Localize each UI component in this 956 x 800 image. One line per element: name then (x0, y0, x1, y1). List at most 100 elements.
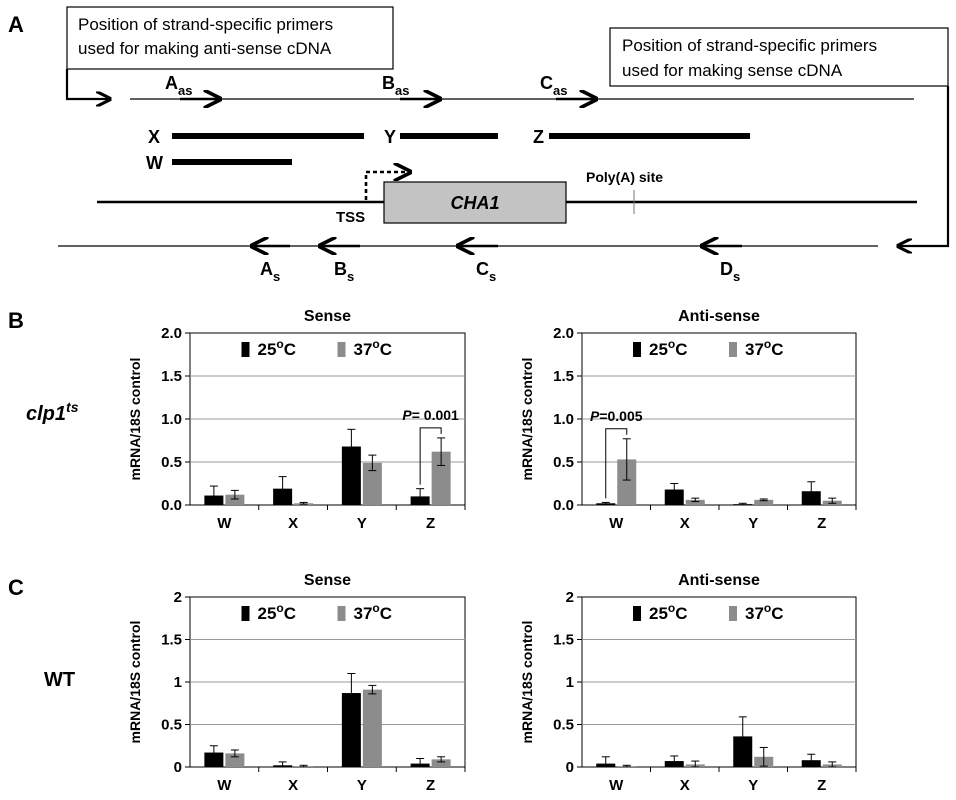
legend: 25oC 37oC (241, 601, 393, 623)
y-tick-label: 1.5 (553, 368, 574, 385)
polya-label: Poly(A) site (586, 169, 663, 185)
primer-label-c-s: Cs (476, 259, 496, 284)
legend-swatch (241, 342, 250, 357)
antisense-note-line2: used for making anti-sense cDNA (78, 39, 332, 58)
primer-label-b-as: Bas (382, 73, 409, 98)
x-tick-label: Z (817, 515, 826, 532)
x-tick-label: Y (748, 777, 758, 794)
primer-label-a-s: As (260, 259, 280, 284)
chart-clp1-sense: Sense 0.0 0.5 1.0 1.5 2.0 mRNA/18S control W X Y Z… (127, 308, 466, 532)
bar-w-series2 (225, 494, 245, 505)
sense-connector-arrow (898, 86, 950, 246)
chart-clp1-antisense: Anti-sense 0.0 0.5 1.0 1.5 2.0 mRNA/18S contro… (519, 308, 857, 532)
y-axis-label: mRNA/18S control (519, 621, 535, 744)
p-value-label: P= 0.001 (402, 407, 459, 423)
legend-label: 25oC (258, 601, 297, 623)
y-axis-label: mRNA/18S control (127, 358, 143, 481)
y-axis-label: mRNA/18S control (519, 358, 535, 481)
chart-title: Anti-sense (678, 572, 760, 589)
y-tick-label: 2 (174, 589, 182, 606)
bar-y-series2 (362, 689, 382, 767)
legend-swatch (729, 606, 737, 621)
legend-swatch (729, 342, 737, 357)
region-label-x: X (148, 127, 160, 147)
y-tick-label: 0.5 (161, 717, 182, 734)
primer-label-b-s: Bs (334, 259, 354, 284)
antisense-note-line1: Position of strand-specific primers (78, 15, 333, 34)
legend-label: 37oC (354, 601, 393, 623)
region-label-w: W (146, 153, 163, 173)
y-tick-label: 2 (566, 589, 574, 606)
y-tick-label: 1.5 (553, 632, 574, 649)
primer-label-d-s: Ds (720, 259, 740, 284)
legend-swatch (337, 606, 346, 621)
x-tick-label: W (217, 515, 232, 532)
sense-note-line2: used for making sense cDNA (622, 61, 843, 80)
bar-x-series2 (685, 499, 705, 505)
sense-note-line1: Position of strand-specific primers (622, 36, 877, 55)
x-tick-label: X (288, 777, 298, 794)
y-tick-label: 0.5 (553, 717, 574, 734)
y-tick-label: 1.5 (161, 632, 182, 649)
legend-label: 37oC (354, 337, 393, 359)
p-value-label: P=0.005 (590, 408, 643, 424)
tss-arrow (364, 172, 410, 200)
y-tick-label: 0.0 (161, 497, 182, 514)
x-tick-label: Y (357, 515, 367, 532)
bar-w-series2 (225, 753, 245, 767)
y-tick-label: 2.0 (161, 325, 182, 342)
region-label-z: Z (533, 127, 544, 147)
region-label-y: Y (384, 127, 396, 147)
antisense-primer-note: Position of strand-specific primers used… (66, 6, 394, 70)
panel-label-c: C (8, 575, 24, 600)
y-axis-label: mRNA/18S control (127, 621, 143, 744)
x-tick-label: X (680, 777, 690, 794)
panel-label-b: B (8, 308, 24, 333)
antisense-connector-arrow (65, 69, 110, 99)
legend-label: 37oC (745, 337, 784, 359)
significance-bracket (419, 427, 442, 485)
legend-swatch (241, 606, 250, 621)
gene-box-cha1 (383, 181, 567, 224)
significance-bracket (605, 428, 628, 499)
y-tick-label: 1.0 (161, 411, 182, 428)
legend: 25oC 37oC (241, 337, 393, 359)
row-label-wt: WT (44, 669, 75, 691)
chart-title: Anti-sense (678, 308, 760, 325)
panel-label-a: A (8, 12, 24, 37)
x-tick-label: W (609, 777, 624, 794)
y-tick-label: 0.0 (553, 497, 574, 514)
x-tick-label: W (217, 777, 232, 794)
row-label-clp1ts: clp1ts (26, 399, 79, 425)
y-tick-label: 0.5 (553, 454, 574, 471)
legend-label: 25oC (258, 337, 297, 359)
chart-title: Sense (304, 572, 351, 589)
legend-swatch (633, 342, 641, 357)
legend: 25oC 37oC (633, 601, 784, 623)
legend-label: 25oC (649, 337, 688, 359)
x-tick-label: Z (426, 515, 435, 532)
y-tick-label: 2.0 (553, 325, 574, 342)
y-tick-label: 0.5 (161, 454, 182, 471)
x-tick-label: Y (357, 777, 367, 794)
bar-z-series2 (431, 759, 451, 767)
x-tick-label: Z (817, 777, 826, 794)
chart-title: Sense (304, 308, 351, 325)
chart-wt-sense: Sense 0 0.5 1 1.5 2 mRNA/18S control W X Y Z 25oC 37… (127, 572, 466, 794)
x-tick-label: Y (748, 515, 758, 532)
bar-w-series2 (617, 459, 637, 505)
gene-label: CHA1 (450, 193, 499, 213)
bar-y-series1 (341, 693, 361, 767)
bar-y-series1 (341, 446, 361, 505)
legend-swatch (337, 342, 346, 357)
x-tick-label: Z (426, 777, 435, 794)
x-tick-label: X (288, 515, 298, 532)
bar-z-series2 (431, 451, 451, 505)
bar-x-series1 (664, 489, 684, 505)
tss-label: TSS (336, 209, 365, 226)
y-tick-label: 0 (174, 759, 182, 776)
legend: 25oC 37oC (633, 337, 784, 359)
legend-label: 37oC (745, 601, 784, 623)
legend-label: 25oC (649, 601, 688, 623)
